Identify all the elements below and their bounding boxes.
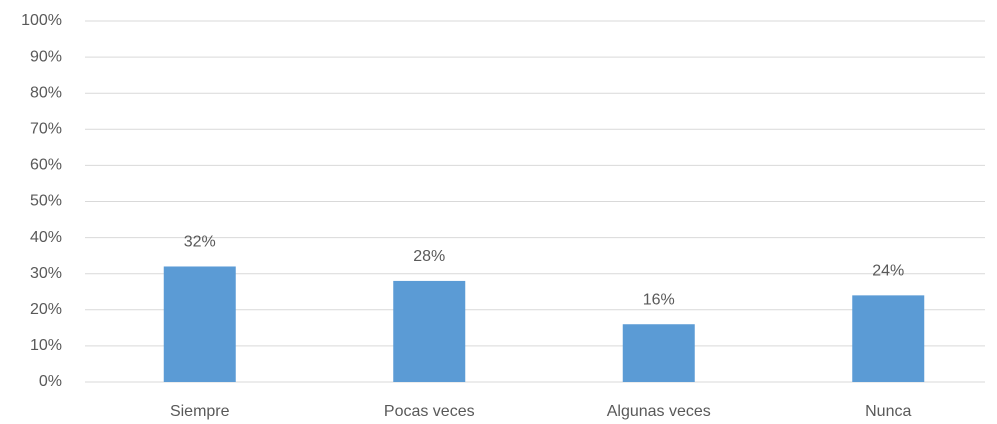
y-tick-label: 30% <box>30 265 62 282</box>
y-tick-label: 0% <box>39 373 62 390</box>
y-tick-label: 60% <box>30 157 62 174</box>
y-tick-label: 20% <box>30 301 62 318</box>
y-tick-label: 100% <box>21 12 62 29</box>
data-label: 32% <box>184 234 216 251</box>
data-label: 16% <box>643 291 675 308</box>
y-tick-label: 80% <box>30 84 62 101</box>
bar <box>163 266 236 382</box>
y-tick-label: 50% <box>30 193 62 210</box>
y-tick-label: 40% <box>30 229 62 246</box>
data-label: 28% <box>413 248 445 265</box>
y-tick-label: 70% <box>30 121 62 138</box>
bar <box>852 295 925 382</box>
y-tick-label: 90% <box>30 48 62 65</box>
bar <box>622 324 695 382</box>
x-tick-label: Algunas veces <box>607 403 711 420</box>
y-tick-label: 10% <box>30 337 62 354</box>
x-tick-label: Pocas veces <box>384 403 475 420</box>
x-tick-label: Siempre <box>170 403 230 420</box>
x-tick-label: Nunca <box>865 403 911 420</box>
bar <box>393 280 466 382</box>
data-label: 24% <box>872 263 904 280</box>
